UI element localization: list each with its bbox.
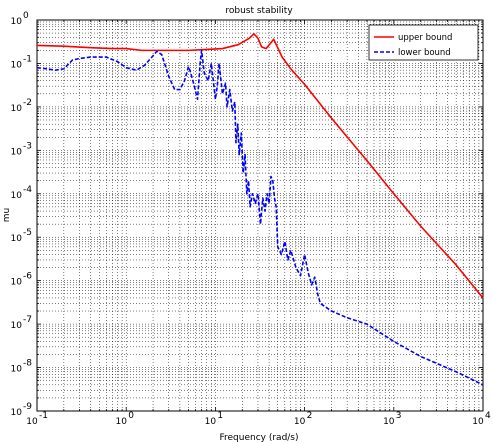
y-tick-base: 10 [11, 17, 23, 27]
y-tick-label: 10-7 [11, 315, 32, 331]
y-tick-exponent: -8 [23, 359, 32, 369]
y-tick-exponent: 0 [23, 11, 29, 21]
y-tick-label: 10-3 [11, 141, 32, 157]
x-tick-exponent: 4 [485, 411, 491, 421]
y-tick-base: 10 [11, 408, 23, 418]
y-tick-exponent: -2 [23, 98, 32, 108]
x-tick-label: 103 [383, 411, 401, 427]
x-tick-exponent: 1 [217, 411, 223, 421]
series-layer [36, 33, 484, 386]
x-tick-exponent: 0 [128, 411, 134, 421]
x-tick-label: 10-1 [26, 411, 48, 427]
y-tick-base: 10 [11, 234, 23, 244]
legend-label-upper-bound: upper bound [398, 33, 452, 43]
x-axis-label: Frequency (rad/s) [219, 433, 298, 443]
y-tick-exponent: -7 [23, 315, 32, 325]
y-tick-base: 10 [11, 60, 23, 70]
y-tick-exponent: -5 [23, 228, 32, 238]
chart-title: robust stability [225, 6, 293, 16]
x-tick-exponent: 3 [396, 411, 402, 421]
series-line-upper-bound [36, 33, 484, 299]
y-tick-label: 10-6 [11, 272, 33, 288]
x-tick-exponent: 2 [307, 411, 313, 421]
x-tick-label: 104 [472, 411, 491, 427]
series-line-lower-bound [36, 49, 484, 386]
x-tick-base: 10 [205, 417, 217, 427]
x-tick-label: 102 [294, 411, 312, 427]
y-tick-label: 10-4 [11, 185, 33, 201]
x-tick-label: 101 [205, 411, 223, 427]
y-tick-label: 10-9 [11, 402, 33, 418]
legend-box [368, 24, 479, 61]
y-tick-base: 10 [11, 191, 23, 201]
legend-label-lower-bound: lower bound [398, 48, 451, 58]
y-tick-exponent: -1 [23, 54, 32, 64]
y-axis-label: mu [2, 208, 12, 222]
y-tick-exponent: -4 [23, 185, 32, 195]
y-tick-label: 100 [11, 11, 29, 27]
y-tick-label: 10-5 [11, 228, 32, 244]
y-tick-base: 10 [11, 278, 23, 288]
plot-area [36, 19, 484, 412]
y-tick-base: 10 [11, 147, 23, 157]
legend: upper bound lower bound [368, 24, 479, 61]
y-tick-base: 10 [11, 365, 23, 375]
x-tick-exponent: -1 [39, 411, 48, 421]
x-tick-base: 10 [26, 417, 38, 427]
x-tick-base: 10 [115, 417, 127, 427]
y-tick-base: 10 [11, 321, 23, 331]
y-tick-exponent: -6 [23, 272, 32, 282]
x-tick-base: 10 [383, 417, 395, 427]
x-tick-base: 10 [472, 417, 484, 427]
grid-lines [36, 20, 483, 412]
axis-ticks [36, 20, 483, 412]
y-tick-base: 10 [11, 104, 23, 114]
y-tick-label: 10-8 [11, 359, 33, 375]
y-tick-label: 10-2 [11, 98, 32, 114]
y-tick-exponent: -9 [23, 402, 32, 412]
x-tick-base: 10 [294, 417, 306, 427]
y-tick-label: 10-1 [11, 54, 32, 70]
x-tick-label: 100 [115, 411, 134, 427]
y-tick-exponent: -3 [23, 141, 32, 151]
